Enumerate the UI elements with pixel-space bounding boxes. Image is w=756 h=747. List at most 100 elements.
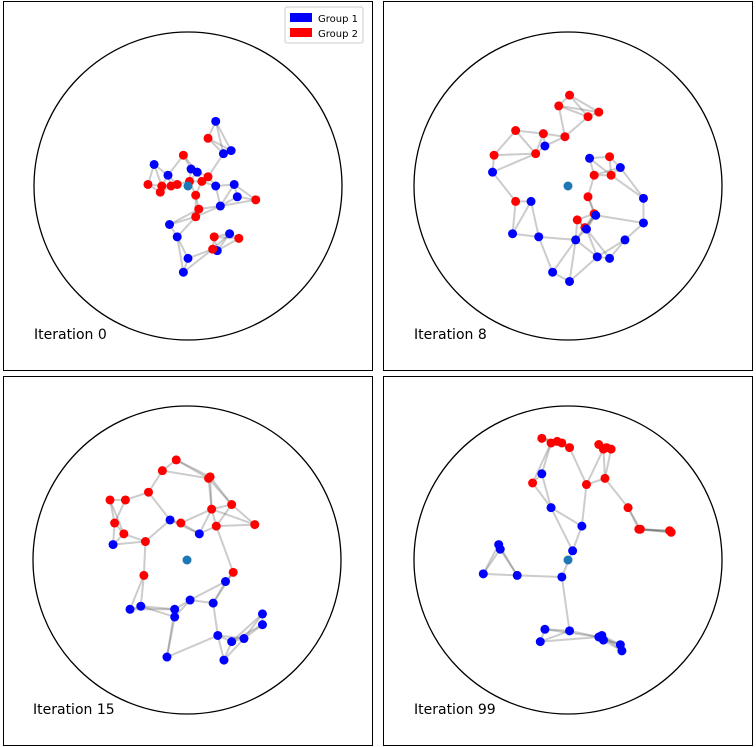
group-1-node (512, 570, 522, 580)
network-edge (569, 94, 600, 113)
group-1-node (535, 637, 545, 647)
network-edge (557, 105, 566, 137)
network-edge (189, 580, 226, 601)
network-edge (560, 576, 571, 631)
group-1-node (257, 609, 267, 619)
group-1-node (488, 167, 498, 177)
group-2-node (605, 152, 615, 162)
network-edge (515, 129, 544, 135)
group-2-node (634, 524, 644, 534)
network-edge (491, 171, 517, 203)
group-2-node (600, 473, 610, 483)
group-2-node (191, 212, 201, 222)
network-edge (169, 519, 200, 535)
group-1-node (598, 635, 608, 645)
network-edge (595, 214, 644, 224)
group-2-node (171, 455, 181, 465)
group-2-node (110, 518, 120, 528)
group-1-node (108, 540, 118, 550)
group-2-node (194, 204, 204, 214)
network-edge (517, 574, 562, 578)
group-2-node (228, 567, 238, 577)
nodes (143, 116, 261, 277)
group-1-node (170, 612, 180, 622)
legend: Group 1 Group 2 (284, 6, 364, 44)
group-2-node (234, 233, 244, 243)
network-edge (619, 166, 645, 199)
network-edge (230, 613, 264, 643)
network-edge (511, 200, 532, 235)
group-2-node (144, 487, 153, 497)
group-2-node (120, 495, 130, 505)
group-1-node (221, 577, 230, 587)
center-node (563, 181, 573, 191)
group-2-node (139, 570, 149, 580)
panel-iteration-15: Iteration 15 (3, 376, 373, 746)
network-edge (182, 248, 214, 274)
group-2-node (203, 133, 213, 143)
network-edge (537, 236, 554, 273)
network-edge (540, 473, 553, 508)
group-2-node (197, 176, 207, 186)
network-edge (610, 174, 645, 200)
group-2-node (208, 244, 218, 254)
group-2-node (565, 443, 575, 453)
network-edge (569, 629, 600, 638)
group-1-node (615, 163, 625, 173)
group-1-node (149, 159, 159, 169)
group-2-node (538, 129, 548, 139)
center-node (183, 181, 193, 191)
network-edge (212, 602, 219, 636)
group-1-node (585, 153, 595, 163)
group-1-node (227, 637, 237, 647)
group-2-node (537, 433, 547, 443)
group-2-node (489, 150, 499, 160)
group-1-node (495, 544, 505, 554)
network-edge (602, 449, 606, 479)
network-edge (112, 540, 146, 546)
network-edge (176, 236, 185, 273)
nodes (105, 455, 267, 665)
group-1-node (226, 146, 236, 156)
network-edge (207, 477, 233, 506)
network-edge (220, 198, 256, 208)
group-2-node (572, 215, 582, 225)
group-1-node (478, 569, 488, 579)
group-1-node (526, 196, 536, 206)
group-2-node (589, 170, 599, 180)
network-edge (162, 469, 209, 480)
network-edge (558, 104, 589, 118)
network-edge (175, 459, 211, 478)
network-edge (129, 575, 145, 610)
network-edge (538, 235, 576, 241)
panel-label: Iteration 8 (414, 327, 487, 343)
group-1-node (136, 601, 146, 611)
boundary-circle (32, 405, 342, 715)
group-1-node (638, 193, 648, 203)
group-2-node (176, 518, 186, 528)
network-edge (568, 256, 598, 283)
group-1-node (581, 224, 591, 234)
group-1-node (211, 116, 221, 126)
group-2-node (602, 443, 611, 453)
group-1-node (568, 546, 578, 556)
group-2-node (143, 179, 153, 189)
panel-iteration-99: Iteration 99 (383, 376, 753, 746)
group-2-node (250, 520, 260, 530)
network-edge (483, 572, 518, 577)
network-edge (175, 459, 210, 480)
group-1-node (172, 232, 182, 242)
group-1-node (165, 220, 175, 229)
network-edge (585, 448, 605, 485)
group-2-node (203, 172, 213, 182)
group-2-node (594, 107, 604, 117)
network-edge (165, 616, 176, 658)
network-edge (531, 442, 552, 484)
legend-swatch-group-1 (290, 13, 312, 22)
nodes (478, 433, 676, 656)
network-edge (207, 478, 213, 510)
network-edge (139, 575, 145, 607)
group-1-node (192, 167, 202, 177)
group-2-node (511, 196, 521, 206)
